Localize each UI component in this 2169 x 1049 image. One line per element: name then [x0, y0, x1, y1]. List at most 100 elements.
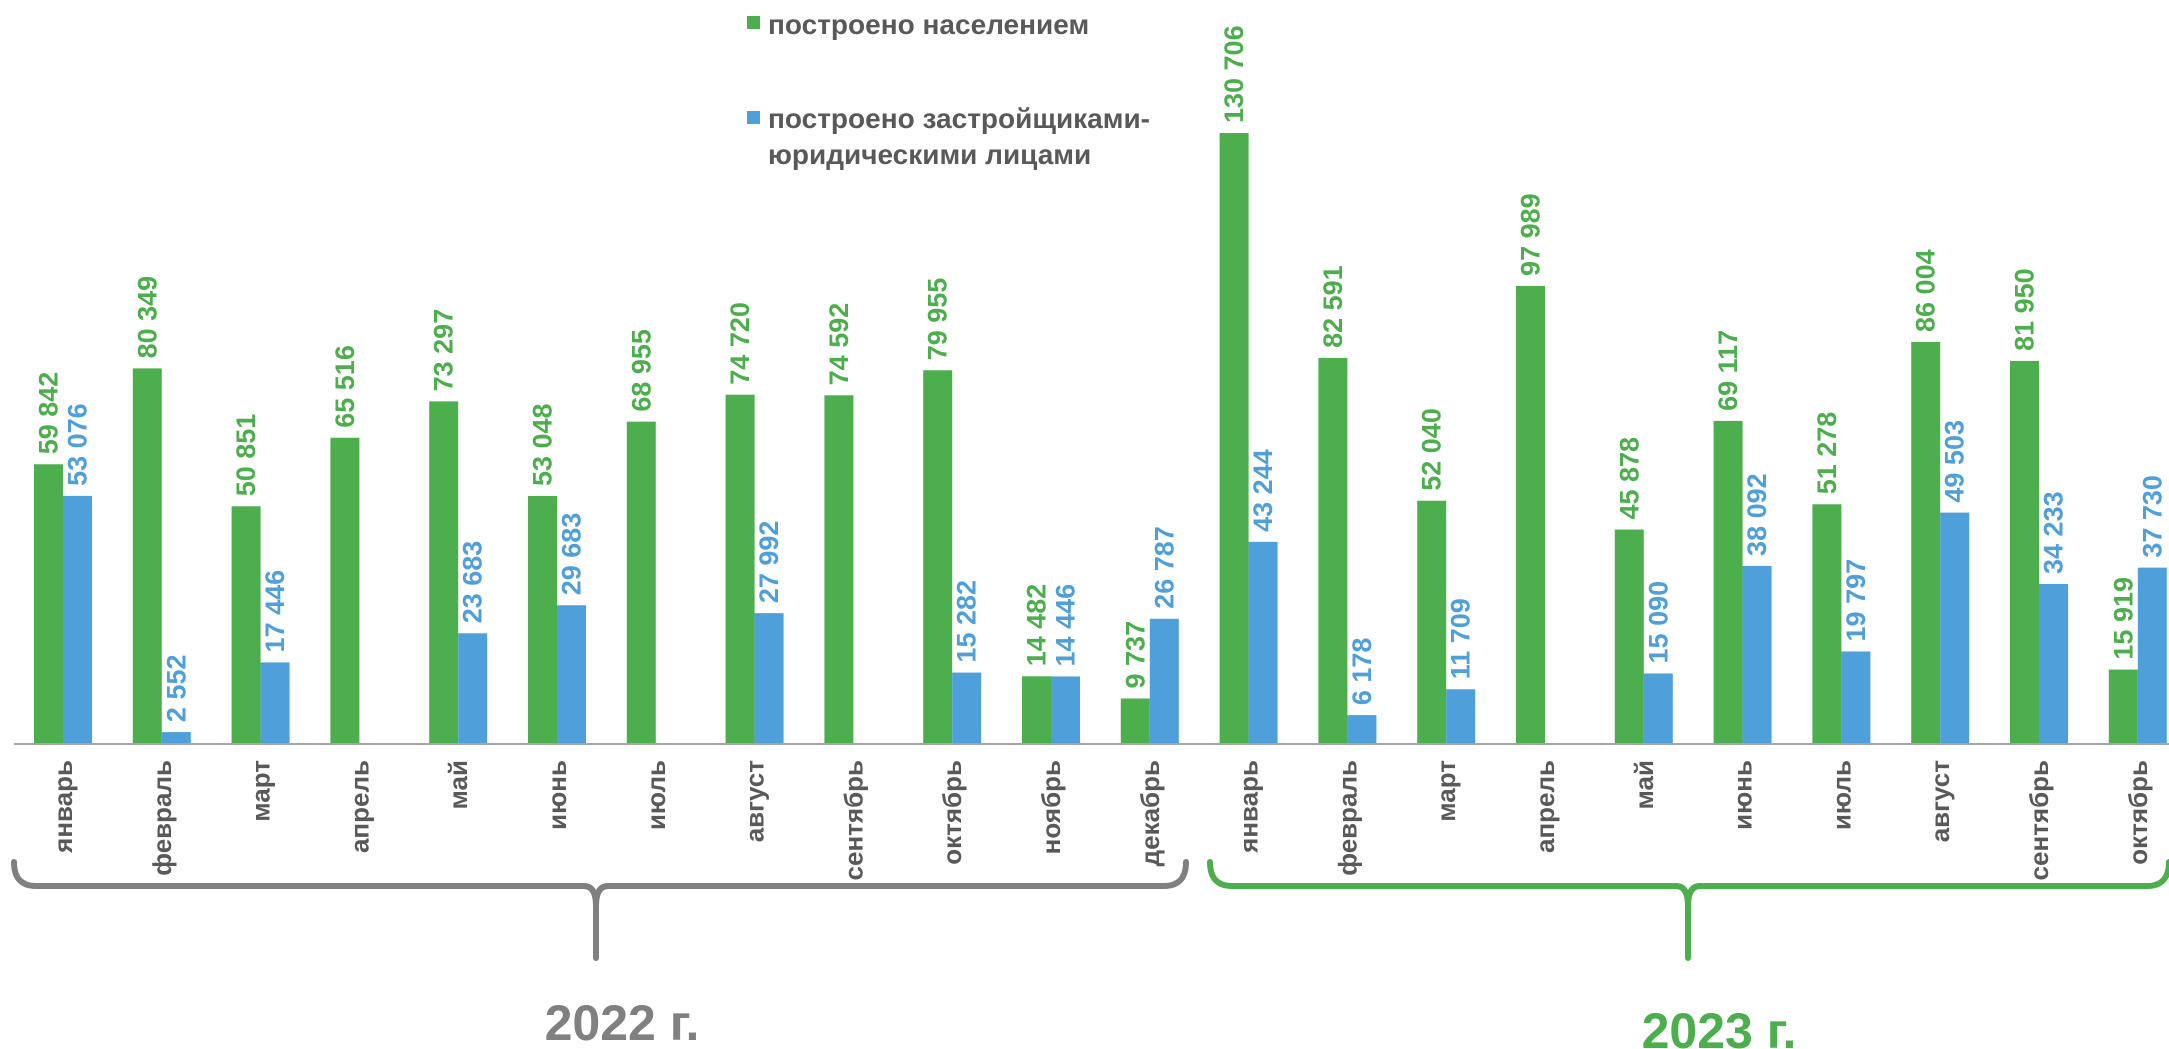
category-label: февраль	[147, 760, 177, 876]
bar-developers	[2137, 567, 2167, 744]
value-label-developers: 37 730	[2137, 475, 2167, 558]
value-label-developers: 34 233	[2039, 491, 2069, 574]
category-label: сентябрь	[2024, 760, 2054, 880]
bar-population	[1516, 285, 1545, 744]
bar-population	[923, 370, 953, 744]
bar-developers	[952, 672, 982, 744]
legend-marker-population	[747, 16, 760, 29]
bar-developers	[1248, 541, 1278, 744]
value-label-population: 15 919	[2108, 577, 2138, 660]
bar-developers	[557, 605, 586, 744]
category-label: декабрь	[1135, 760, 1165, 866]
bar-population	[2010, 360, 2039, 744]
value-label-population: 65 516	[330, 345, 360, 428]
value-label-developers: 15 090	[1643, 581, 1673, 664]
value-label-population: 59 842	[34, 372, 64, 455]
value-labels-layer: 59 842 53 076 80 349 2 552 50 851 17 446 65 51…	[34, 25, 2168, 722]
legend-marker-developers	[747, 111, 760, 124]
bar-population	[132, 368, 162, 744]
bar-population	[725, 394, 755, 744]
value-label-population: 51 278	[1812, 412, 1842, 495]
legend-label-population: построено населением	[768, 9, 1089, 40]
category-label: май	[1629, 760, 1659, 809]
value-label-developers: 2 552	[161, 654, 191, 722]
bar-population	[231, 506, 261, 744]
bar-population	[1614, 529, 1644, 744]
value-label-developers: 27 992	[754, 521, 784, 604]
value-label-developers: 19 797	[1841, 559, 1871, 642]
bar-population	[1812, 504, 1842, 744]
value-label-population: 50 851	[231, 414, 261, 497]
bar-population	[528, 496, 557, 744]
value-label-population: 9 737	[1120, 621, 1150, 689]
category-labels-layer: январь февраль март апрель май июнь июль август…	[48, 760, 2153, 881]
value-label-population: 68 955	[626, 329, 656, 412]
value-label-population: 52 040	[1417, 408, 1447, 491]
value-label-population: 97 989	[1516, 193, 1546, 276]
category-label: апрель	[1530, 760, 1560, 853]
category-label: октябрь	[2123, 760, 2153, 865]
legend-label-developers-line2: юридическими лицами	[768, 139, 1091, 170]
value-label-developers: 29 683	[557, 513, 587, 596]
category-label: май	[443, 760, 473, 809]
category-label: январь	[1234, 760, 1264, 854]
bar-developers	[1643, 673, 1673, 744]
value-label-population: 130 706	[1219, 25, 1249, 123]
bar-developers	[1841, 651, 1871, 744]
bar-developers	[2039, 583, 2068, 744]
bar-developers	[1149, 618, 1179, 744]
bar-population	[330, 437, 360, 744]
legend-label-developers-line1: построено застройщиками-	[768, 103, 1150, 134]
value-label-population: 45 878	[1614, 437, 1644, 520]
bar-population	[1911, 341, 1941, 744]
value-label-developers: 11 709	[1446, 598, 1476, 679]
value-label-developers: 6 178	[1347, 638, 1377, 706]
bar-developers	[63, 495, 92, 744]
bar-developers	[161, 732, 191, 744]
value-label-population: 86 004	[1911, 249, 1941, 332]
category-label: февраль	[1332, 760, 1362, 876]
year-groups-layer: 2022 г. 2023 г.	[11, 859, 2169, 1049]
bar-population	[1219, 133, 1249, 744]
bar-developers	[1446, 689, 1476, 744]
value-label-developers: 49 503	[1940, 420, 1970, 503]
bar-developers	[754, 613, 784, 744]
category-label: март	[1431, 760, 1461, 822]
bar-population	[1417, 500, 1447, 744]
bar-developers	[260, 662, 290, 744]
brace-2023	[1207, 859, 2169, 961]
bar-population	[1022, 676, 1051, 744]
value-label-population: 69 117	[1713, 330, 1743, 411]
value-label-population: 81 950	[2010, 268, 2040, 351]
bar-population	[34, 464, 63, 744]
category-label: апрель	[344, 760, 374, 853]
value-label-population: 73 297	[429, 309, 459, 392]
category-label: март	[246, 760, 276, 822]
bar-population	[824, 395, 854, 744]
bar-developers	[458, 633, 488, 744]
bar-population	[2108, 669, 2138, 744]
value-label-population: 53 048	[528, 403, 558, 486]
bar-population	[1318, 357, 1348, 744]
value-label-developers: 38 092	[1742, 473, 1772, 556]
year-label-2023: 2023 г.	[1642, 1003, 1797, 1049]
category-label: июнь	[1728, 760, 1758, 830]
bar-developers	[1742, 565, 1772, 744]
bar-developers	[1940, 512, 1970, 744]
value-label-developers: 43 244	[1248, 449, 1278, 532]
category-label: июль	[641, 760, 671, 830]
value-label-developers: 53 076	[63, 403, 93, 486]
bar-population	[429, 401, 459, 744]
category-label: август	[740, 760, 770, 843]
value-label-population: 74 720	[725, 302, 755, 385]
value-label-developers: 14 446	[1051, 584, 1081, 667]
legend: построено населением построено застройщик…	[747, 9, 1150, 170]
bar-developers	[1347, 715, 1377, 744]
category-label: июль	[1826, 760, 1856, 830]
brace-2022	[11, 859, 1189, 961]
value-label-developers: 23 683	[458, 541, 488, 624]
bars-layer	[34, 133, 2167, 744]
category-label: сентябрь	[838, 760, 868, 880]
value-label-developers: 17 446	[260, 570, 290, 653]
